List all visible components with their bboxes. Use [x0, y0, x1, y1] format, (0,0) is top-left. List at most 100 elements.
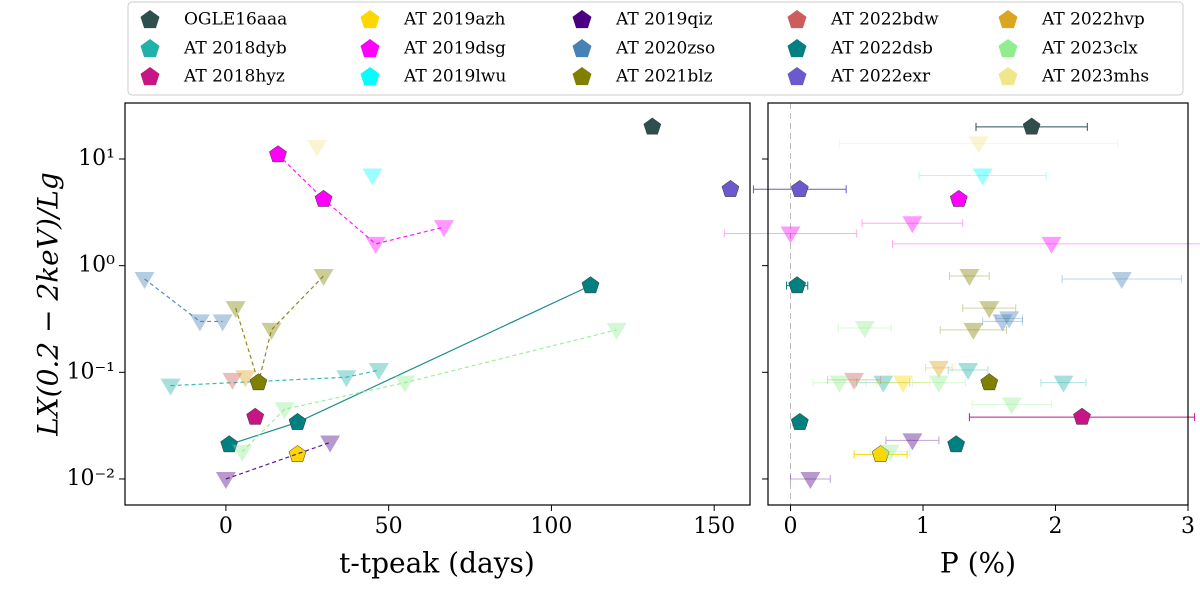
error-bar — [918, 171, 1047, 180]
upper-limit — [979, 301, 1000, 319]
legend-marker — [787, 39, 807, 58]
series-line — [235, 275, 324, 385]
error-bar — [885, 436, 940, 445]
legend-label: AT 2022bdw — [830, 10, 939, 30]
upper-limit — [873, 375, 894, 393]
detection — [581, 276, 600, 294]
x-axis-label: t-tpeak (days) — [339, 547, 535, 580]
upper-limit — [902, 216, 923, 234]
upper-limit — [928, 360, 949, 378]
upper-limit — [893, 375, 914, 393]
upper-limit — [963, 322, 984, 340]
upper-limit — [313, 268, 334, 286]
error-bar — [962, 304, 1017, 313]
series-line — [170, 369, 380, 387]
x-tick-label: 1 — [916, 514, 930, 539]
upper-limit — [362, 168, 383, 186]
detection — [1022, 117, 1041, 135]
legend-label: AT 2021blz — [615, 67, 713, 87]
x-axis-label: P (%) — [940, 547, 1016, 580]
upper-limit — [829, 375, 850, 393]
upper-limit — [434, 220, 455, 238]
legend-marker — [140, 39, 160, 58]
upper-limit — [222, 372, 243, 390]
upper-limit — [999, 311, 1020, 329]
upper-limit — [1053, 375, 1074, 393]
y-tick-label: 10¹ — [78, 146, 115, 171]
upper-limit — [902, 433, 923, 451]
detection — [790, 412, 809, 430]
legend-marker — [787, 67, 807, 86]
y-tick-label: 10⁻¹ — [67, 359, 115, 384]
legend-label: AT 2018dyb — [183, 39, 287, 59]
detection — [288, 445, 307, 462]
upper-limit — [972, 168, 993, 186]
error-bar — [837, 324, 892, 333]
error-bar — [876, 378, 931, 387]
error-bar — [911, 378, 966, 387]
detection — [643, 117, 662, 135]
x-tick-label: 3 — [1181, 514, 1195, 539]
detection — [246, 407, 265, 425]
upper-limit — [1001, 397, 1022, 415]
upper-limit — [854, 321, 875, 339]
error-bar — [982, 317, 1023, 326]
detection — [871, 445, 890, 462]
legend-label: AT 2022hvp — [1041, 10, 1145, 30]
error-bar — [790, 474, 831, 483]
upper-limit — [261, 322, 282, 340]
error-bar — [839, 139, 1119, 148]
y-axis-label: LX(0.2 − 2keV)/Lg — [32, 172, 65, 437]
detection — [220, 435, 238, 453]
legend-label: AT 2022exr — [830, 67, 931, 87]
error-bar — [925, 363, 953, 372]
legend-marker — [572, 10, 592, 29]
detection — [947, 435, 965, 453]
upper-limit — [992, 314, 1013, 332]
upper-limit — [320, 435, 341, 453]
legend-marker — [360, 10, 380, 29]
error-bar — [869, 447, 911, 456]
legend-marker — [360, 39, 380, 58]
error-bar — [812, 378, 867, 387]
legend-box — [127, 1, 1184, 96]
legend-marker — [572, 39, 592, 58]
error-bar — [1061, 274, 1182, 283]
upper-limit — [232, 444, 253, 462]
upper-limit — [928, 375, 949, 393]
error-bar — [949, 271, 990, 280]
y-tick-label: 10⁻² — [67, 466, 115, 491]
legend-label: AT 2022dsb — [830, 39, 933, 59]
error-bar — [939, 325, 1007, 334]
y-tick-label: 10⁰ — [78, 253, 115, 278]
upper-limit — [959, 268, 980, 286]
upper-limit — [780, 226, 801, 244]
detection — [949, 189, 968, 207]
x-tick-label: 100 — [530, 514, 572, 539]
series-line — [228, 285, 591, 446]
upper-limit — [968, 136, 989, 154]
series-line — [225, 441, 331, 480]
upper-limit — [1041, 236, 1062, 254]
legend-marker — [998, 10, 1018, 29]
error-bar — [892, 239, 1200, 248]
upper-limit — [394, 375, 415, 393]
legend-label: AT 2019lwu — [403, 67, 506, 87]
upper-limit — [235, 370, 256, 388]
upper-limit — [336, 370, 357, 388]
legend-marker — [140, 67, 160, 86]
upper-limit — [274, 402, 295, 420]
upper-limit — [879, 444, 900, 462]
upper-limit — [189, 314, 210, 332]
legend-marker — [572, 67, 592, 86]
x-tick-label: 2 — [1049, 514, 1063, 539]
legend-label: OGLE16aaa — [184, 10, 287, 30]
detection — [1073, 407, 1091, 425]
error-bar — [947, 366, 989, 375]
upper-limit — [844, 372, 865, 390]
upper-limit — [606, 322, 627, 340]
error-bar — [723, 229, 858, 238]
detection — [790, 179, 809, 197]
series-line — [241, 329, 617, 453]
